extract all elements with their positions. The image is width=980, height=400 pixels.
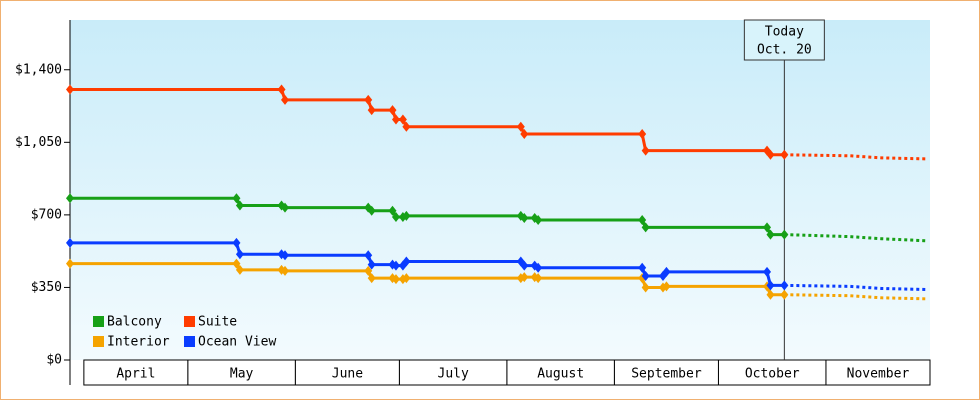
price-marker [641, 282, 650, 293]
price-marker [235, 264, 244, 275]
price-marker [534, 273, 543, 284]
price-marker [66, 258, 74, 269]
price-marker [780, 149, 789, 160]
price-marker [780, 289, 789, 300]
price-marker [66, 237, 74, 248]
price-marker [235, 249, 244, 260]
x-tick-label: May [230, 367, 254, 382]
price-marker [281, 250, 289, 261]
x-tick-box [506, 359, 615, 386]
x-tick-box [83, 359, 189, 386]
price-marker [391, 260, 400, 271]
x-tick-label: April [116, 367, 155, 382]
legend-label: Balcony [107, 315, 162, 330]
price-marker [402, 256, 411, 267]
price-marker [763, 222, 772, 233]
forecast-line [784, 293, 927, 301]
legend-label: Interior [107, 335, 170, 350]
price-marker [520, 212, 529, 223]
price-marker [638, 215, 647, 226]
price-marker [402, 121, 411, 132]
price-marker [766, 289, 775, 300]
price-marker [391, 274, 400, 285]
legend-swatch [93, 316, 104, 327]
today-label: Oct. 20 [757, 43, 812, 58]
legend-swatch [184, 316, 195, 327]
price-marker [235, 200, 244, 211]
price-marker [281, 202, 289, 213]
forecast-line [784, 233, 927, 243]
price-marker [281, 94, 289, 105]
x-tick-label: August [537, 367, 584, 382]
price-marker [232, 258, 241, 269]
price-marker [391, 114, 400, 125]
price-marker [638, 129, 647, 140]
price-marker [534, 215, 543, 226]
x-tick-label: July [438, 367, 469, 382]
legend-label: Suite [198, 315, 237, 330]
price-line [70, 87, 785, 157]
price-marker [662, 266, 671, 277]
price-marker [766, 229, 775, 240]
price-marker [66, 193, 74, 204]
price-marker [402, 273, 411, 284]
x-tick-label: June [332, 367, 363, 382]
price-marker [388, 205, 397, 216]
price-marker [367, 273, 376, 284]
price-marker [780, 229, 789, 240]
legend-swatch [184, 336, 195, 347]
price-marker [638, 262, 647, 273]
price-marker [367, 205, 376, 216]
price-marker [388, 105, 397, 116]
price-marker [391, 211, 400, 222]
price-marker [766, 149, 775, 160]
x-tick-label: October [745, 367, 800, 382]
x-tick-label: November [847, 367, 910, 382]
today-label: Today [765, 25, 804, 40]
price-marker [364, 265, 373, 276]
forecast-line [784, 283, 927, 292]
x-tick-box [613, 359, 719, 386]
price-marker [766, 280, 775, 291]
price-marker [641, 271, 650, 282]
y-tick-label: $700 [31, 207, 62, 222]
legend-label: Ocean View [198, 335, 276, 350]
x-tick-box [825, 359, 931, 386]
x-tick-box [717, 359, 827, 386]
price-marker [516, 121, 525, 132]
price-marker [66, 84, 74, 95]
price-marker [364, 94, 373, 105]
price-marker [364, 250, 373, 261]
forecast-line [784, 153, 927, 161]
y-tick-label: $350 [31, 280, 62, 295]
plot-area [70, 20, 930, 360]
price-marker [763, 266, 772, 277]
today-box [743, 19, 825, 61]
price-marker [534, 262, 543, 273]
price-marker [232, 193, 241, 204]
x-tick-label: September [631, 367, 702, 382]
price-marker [520, 260, 529, 271]
y-tick-label: $1,050 [15, 135, 62, 150]
price-marker [232, 237, 241, 248]
x-tick-box [398, 359, 508, 386]
price-marker [367, 259, 376, 270]
price-marker [277, 84, 286, 95]
price-marker [402, 210, 411, 221]
price-marker [367, 105, 376, 116]
price-marker [520, 129, 529, 140]
y-tick-label: $0 [46, 353, 62, 368]
legend-swatch [93, 336, 104, 347]
y-tick-label: $1,400 [15, 62, 62, 77]
price-marker [641, 222, 650, 233]
price-marker [520, 272, 529, 283]
price-marker [398, 114, 407, 125]
price-marker [780, 280, 789, 291]
price-marker [281, 265, 289, 276]
price-marker [662, 281, 671, 292]
price-marker [641, 145, 650, 156]
